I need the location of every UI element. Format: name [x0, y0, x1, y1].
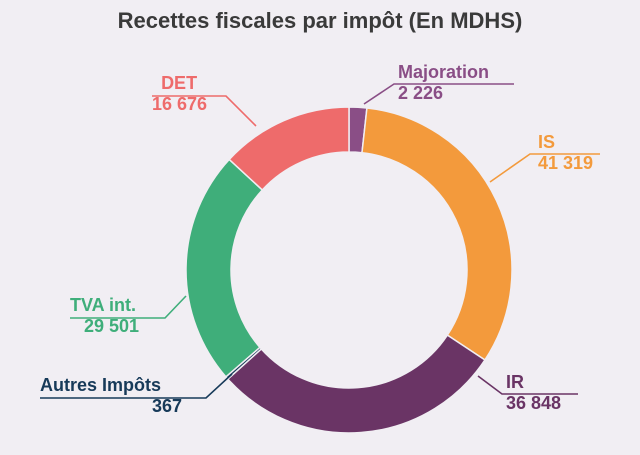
- leader-line-majoration: [363, 83, 514, 105]
- leader-line-det: [152, 95, 257, 127]
- label-autres-impots: Autres Impôts 367: [40, 375, 182, 417]
- chart-title: Recettes fiscales par impôt (En MDHS): [117, 8, 523, 33]
- label-value: 36 848: [506, 393, 562, 413]
- label-value: 2 226: [398, 83, 444, 103]
- leader-line-is: [489, 153, 600, 183]
- label-value: 367: [152, 396, 183, 416]
- label-ir: IR 36 848: [506, 372, 561, 414]
- label-value: 16 676: [152, 94, 208, 114]
- label-name: IS: [538, 132, 556, 152]
- leader-line-ir: [477, 375, 578, 395]
- slice-ir: [226, 334, 486, 434]
- label-name: Autres Impôts: [40, 375, 162, 395]
- label-name: Majoration: [398, 62, 490, 82]
- label-det: DET 16 676: [152, 73, 207, 115]
- slice-is: [361, 107, 513, 361]
- leader-line-tva-int-: [70, 295, 187, 319]
- label-majoration: Majoration 2 226: [398, 62, 489, 104]
- label-name: IR: [506, 372, 524, 392]
- slice-det: [228, 106, 350, 192]
- label-tva: TVA int. 29 501: [70, 295, 139, 337]
- label-is: IS 41 319: [538, 132, 593, 174]
- leader-line-autres-imp-ts: [40, 373, 233, 399]
- slice-tva-int-: [185, 158, 264, 378]
- label-value: 29 501: [84, 316, 140, 336]
- label-name: TVA int.: [70, 295, 136, 315]
- label-value: 41 319: [538, 153, 594, 173]
- label-name: DET: [161, 73, 198, 93]
